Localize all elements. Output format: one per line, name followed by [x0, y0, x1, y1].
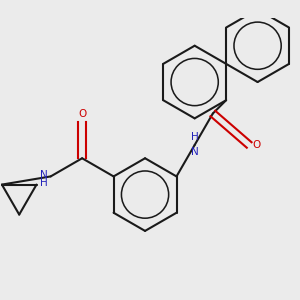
Text: H: H: [191, 132, 199, 142]
Text: O: O: [78, 109, 86, 118]
Text: N: N: [40, 170, 47, 180]
Text: O: O: [253, 140, 261, 150]
Text: H: H: [40, 178, 47, 188]
Text: N: N: [191, 147, 199, 157]
